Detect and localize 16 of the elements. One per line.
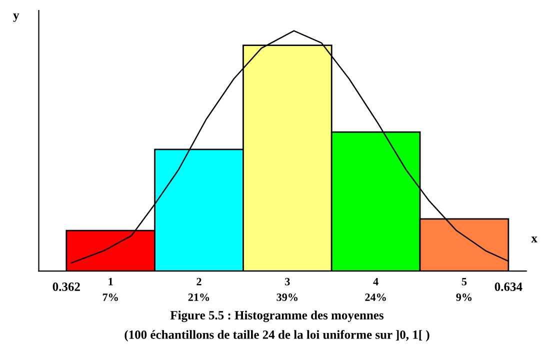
x-axis-title: x — [531, 236, 538, 242]
text: 4 — [373, 278, 378, 286]
data-label: 21% — [188, 294, 210, 302]
data-label: 39% — [276, 294, 298, 302]
x-tick-label: 0.362 — [52, 282, 80, 292]
text: 3 — [285, 278, 290, 286]
text: 1 — [108, 278, 113, 286]
y-axis-title: y — [13, 13, 20, 22]
data-label: 9% — [456, 294, 472, 302]
x-tick-label: 0.634 — [494, 282, 522, 292]
data-label: 24% — [365, 294, 386, 302]
data-label: 7% — [102, 294, 118, 302]
text: 2 — [196, 278, 202, 286]
text: (100 échantillons de taille 24 de la loi uniforme sur ]0, 1[ ) — [124, 330, 430, 342]
text: Figure 5.5 : Histogramme des moyennes — [170, 310, 384, 322]
text: 5 — [462, 278, 467, 286]
